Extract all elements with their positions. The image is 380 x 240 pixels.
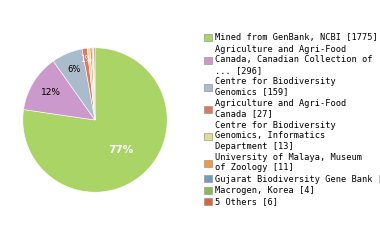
Wedge shape bbox=[24, 61, 95, 120]
Wedge shape bbox=[94, 48, 95, 120]
Text: 6%: 6% bbox=[67, 65, 81, 74]
Wedge shape bbox=[53, 49, 95, 120]
Legend: Mined from GenBank, NCBI [1775], Agriculture and Agri-Food
Canada, Canadian Coll: Mined from GenBank, NCBI [1775], Agricul… bbox=[204, 33, 380, 207]
Text: 12%: 12% bbox=[41, 89, 61, 97]
Wedge shape bbox=[87, 48, 95, 120]
Text: 1%: 1% bbox=[80, 55, 92, 64]
Wedge shape bbox=[92, 48, 95, 120]
Wedge shape bbox=[90, 48, 95, 120]
Wedge shape bbox=[93, 48, 95, 120]
Wedge shape bbox=[23, 48, 167, 192]
Wedge shape bbox=[82, 48, 95, 120]
Text: 77%: 77% bbox=[108, 145, 133, 155]
